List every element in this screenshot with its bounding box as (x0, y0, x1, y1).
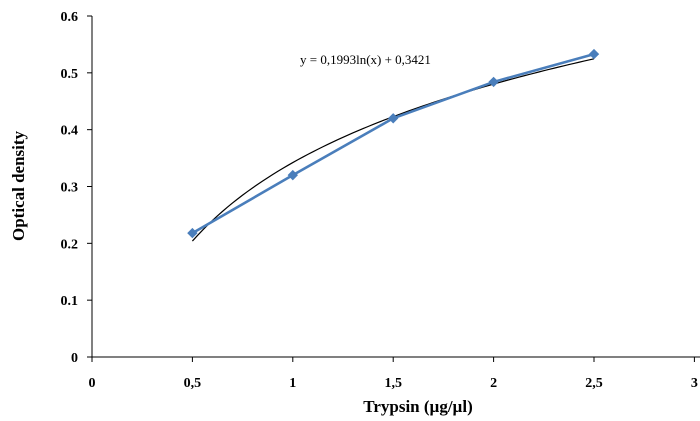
trendline-equation: y = 0,1993ln(x) + 0,3421 (300, 52, 431, 67)
y-tick-label: 0.1 (61, 294, 79, 309)
data-point-marker (187, 227, 198, 239)
x-tick-label: 1,5 (384, 376, 402, 391)
series-line (191, 52, 595, 235)
y-tick-label: 0.4 (61, 124, 79, 139)
y-tick-label: 0.2 (61, 237, 79, 252)
data-points (187, 48, 600, 239)
x-tick-label: 2 (490, 376, 497, 391)
y-ticks: 0 0.1 0.2 0.3 0.4 0.5 0.6 (61, 10, 92, 366)
x-tick-label: 3 (691, 376, 698, 391)
y-tick-label: 0.3 (61, 181, 79, 196)
x-tick-label: 1 (289, 376, 296, 391)
trendline (191, 58, 595, 242)
data-point-marker (588, 48, 600, 60)
x-ticks: 0 0,5 1 1,5 2 2,5 3 (89, 357, 698, 391)
x-tick-label: 2,5 (585, 376, 603, 391)
data-point-marker (488, 76, 499, 88)
axes (91, 16, 700, 358)
data-point-marker (287, 169, 299, 181)
y-tick-label: 0 (71, 351, 78, 366)
y-tick-label: 0.5 (61, 67, 79, 82)
y-axis-title: Optical density (9, 130, 28, 241)
x-axis-title: Trypsin (µg/µl) (363, 397, 472, 416)
y-tick-label: 0.6 (61, 10, 79, 25)
x-tick-label: 0,5 (184, 376, 202, 391)
data-point-marker (387, 113, 399, 124)
x-tick-label: 0 (89, 376, 96, 391)
